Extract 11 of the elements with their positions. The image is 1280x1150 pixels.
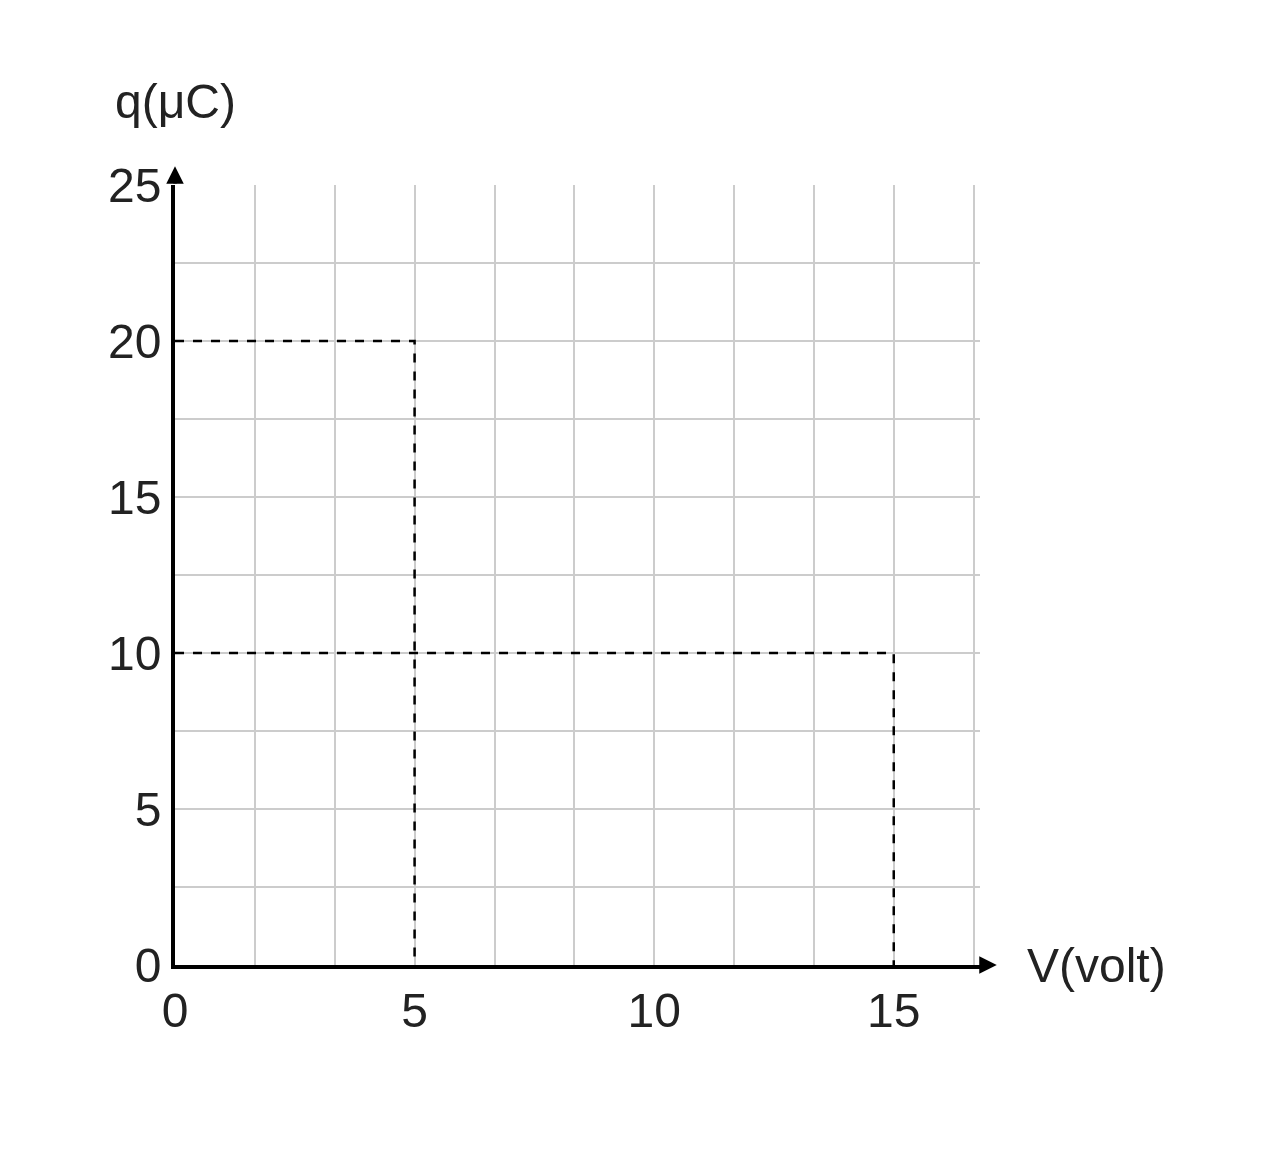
- y-tick-label: 10: [108, 626, 162, 680]
- y-tick-label: 5: [134, 782, 162, 836]
- y-tick-label: 0: [134, 938, 162, 992]
- y-tick-label: 20: [108, 314, 162, 368]
- y-tick-label: 15: [108, 470, 162, 524]
- x-tick-label: 5: [401, 983, 428, 1037]
- x-tick-label: 15: [867, 983, 921, 1037]
- y-axis-title: q(μC): [115, 75, 236, 128]
- x-axis-title: V(volt): [1027, 939, 1166, 992]
- y-tick-label: 25: [108, 158, 162, 212]
- x-tick-label: 10: [627, 983, 681, 1037]
